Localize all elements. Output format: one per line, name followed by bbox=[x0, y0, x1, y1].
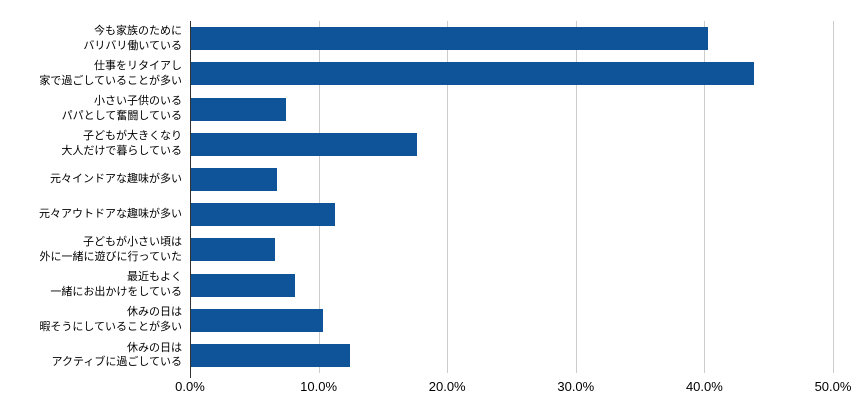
category-label: 最近もよく 一緒にお出かけをしている bbox=[50, 271, 182, 299]
bar-row: 小さい子供のいる パパとして奮闘している bbox=[0, 91, 854, 126]
bar-row: 子どもが小さい頃は 外に一緒に遊びに行っていた bbox=[0, 232, 854, 267]
bar-track bbox=[190, 97, 833, 121]
bar-row: 休みの日は 暇そうにしていることが多い bbox=[0, 303, 854, 338]
gridline bbox=[575, 21, 577, 373]
x-axis: 0.0% 10.0% 20.0% 30.0% 40.0% 50.0% bbox=[175, 379, 851, 397]
bar-row: 今も家族のために バリバリ働いている bbox=[0, 21, 854, 56]
x-tick-label: 30.0% bbox=[557, 379, 595, 394]
category-label: 元々インドアな趣味が多い bbox=[50, 172, 182, 185]
bar-track bbox=[190, 62, 833, 86]
bar-track bbox=[190, 273, 833, 297]
bar[interactable] bbox=[191, 238, 275, 262]
x-tick-label: 0.0% bbox=[175, 379, 205, 394]
grid bbox=[190, 21, 834, 373]
x-tick-label: 10.0% bbox=[300, 379, 338, 394]
bar-row: 元々アウトドアな趣味が多い bbox=[0, 197, 854, 232]
bar-track bbox=[190, 308, 833, 332]
bar[interactable] bbox=[191, 273, 296, 297]
category-label: 今も家族のために バリバリ働いている bbox=[83, 24, 182, 52]
x-tick-label: 20.0% bbox=[428, 379, 466, 394]
bar[interactable] bbox=[191, 343, 351, 367]
x-tick-label: 50.0% bbox=[814, 379, 852, 394]
bar-row: 子どもが大きくなり 大人だけで暮らしている bbox=[0, 127, 854, 162]
category-label: 休みの日は アクティブに過ごしている bbox=[51, 341, 182, 369]
gridline bbox=[833, 21, 834, 373]
bar[interactable] bbox=[191, 97, 287, 121]
gridline bbox=[318, 21, 320, 373]
bar[interactable] bbox=[191, 132, 418, 156]
category-label: 小さい子供のいる パパとして奮闘している bbox=[61, 95, 182, 122]
bar-track bbox=[190, 27, 833, 51]
bar[interactable] bbox=[191, 167, 278, 191]
bar-track bbox=[190, 132, 833, 156]
bar-track bbox=[190, 238, 833, 262]
rows: 今も家族のために バリバリ働いている仕事をリタイアし 家で過ごしていることが多い… bbox=[0, 21, 854, 373]
y-axis-line bbox=[190, 21, 191, 378]
bar[interactable] bbox=[191, 27, 708, 51]
bar[interactable] bbox=[191, 62, 755, 86]
x-tick-label: 40.0% bbox=[685, 379, 723, 394]
bar-row: 休みの日は アクティブに過ごしている bbox=[0, 338, 854, 373]
category-label: 仕事をリタイアし 家で過ごしていることが多い bbox=[39, 59, 182, 87]
gridline bbox=[704, 21, 706, 373]
bar-track bbox=[190, 203, 833, 227]
category-label: 子どもが大きくなり 大人だけで暮らしている bbox=[61, 130, 182, 158]
category-label: 子どもが小さい頃は 外に一緒に遊びに行っていた bbox=[39, 235, 182, 263]
bar[interactable] bbox=[191, 308, 324, 332]
bar-track bbox=[190, 167, 833, 191]
category-label: 休みの日は 暇そうにしていることが多い bbox=[39, 306, 182, 334]
gridline bbox=[447, 21, 449, 373]
category-label: 元々アウトドアな趣味が多い bbox=[39, 208, 182, 221]
bar[interactable] bbox=[191, 203, 336, 227]
bar-row: 最近もよく 一緒にお出かけをしている bbox=[0, 267, 854, 302]
bar-track bbox=[190, 343, 833, 367]
bar-row: 仕事をリタイアし 家で過ごしていることが多い bbox=[0, 56, 854, 91]
bar-row: 元々インドアな趣味が多い bbox=[0, 162, 854, 197]
